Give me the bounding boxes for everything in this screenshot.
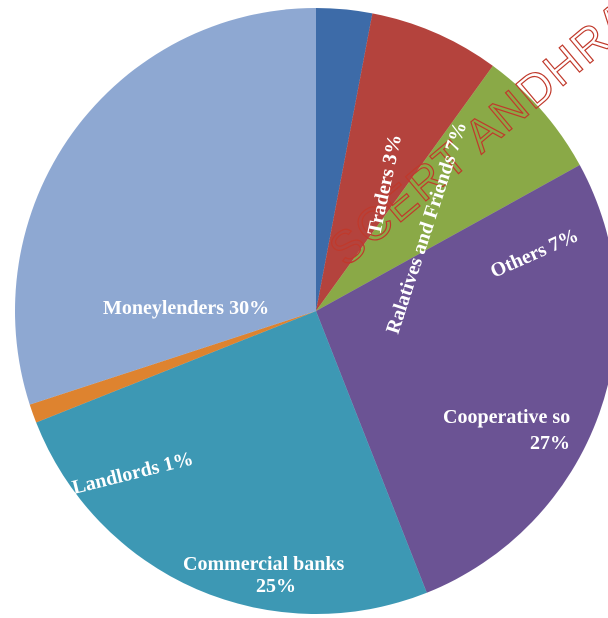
label-cooperative: Cooperative so xyxy=(443,406,570,428)
pie-slices xyxy=(14,8,608,614)
pie-slice-landlords xyxy=(29,311,316,423)
label-cooperative-pct: 27% xyxy=(530,432,570,454)
pie-slice-relatives xyxy=(316,65,580,312)
label-commercial: Commercial banks xyxy=(183,553,345,575)
pie-slice-moneylenders xyxy=(14,8,316,405)
pie-slice-traders xyxy=(316,13,493,312)
pie-slice-cooperative xyxy=(316,165,608,593)
label-moneylenders: Moneylenders 30% xyxy=(103,297,269,319)
label-commercial-pct: 25% xyxy=(256,575,296,597)
pie-slice-unlabeled xyxy=(316,8,373,311)
pie-slice-commercial xyxy=(36,311,427,614)
